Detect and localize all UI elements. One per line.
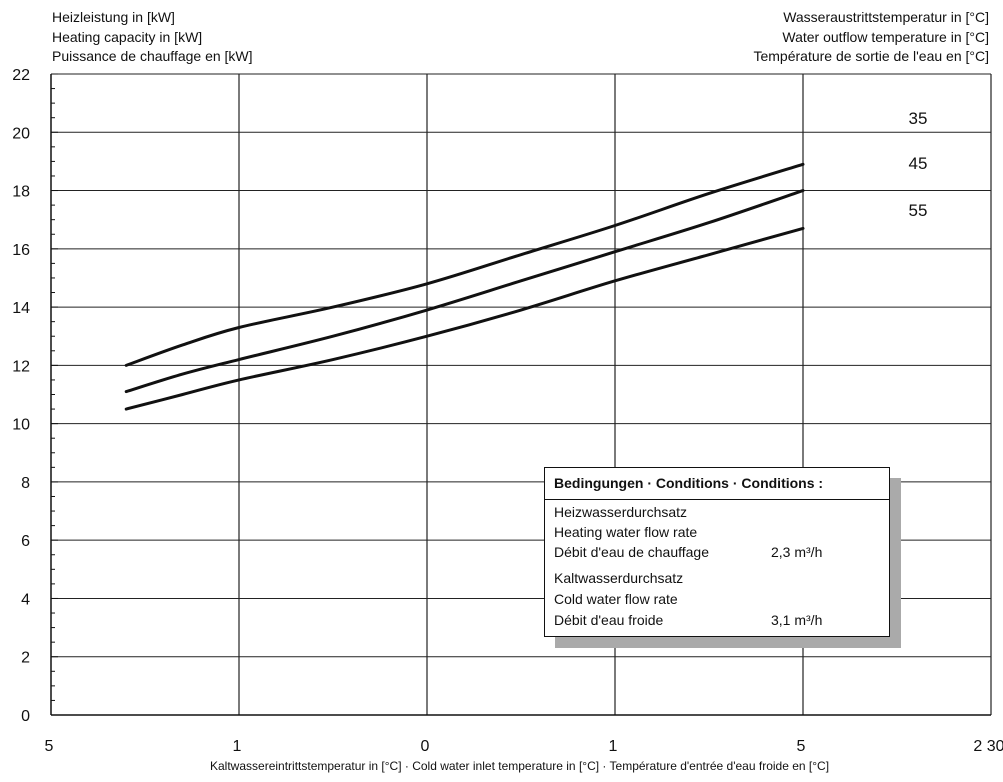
series-line bbox=[124, 162, 805, 367]
y-axis-title-line: Heizleistung in [kW] bbox=[52, 9, 175, 25]
cold-flow-label: Débit d'eau froide bbox=[554, 612, 664, 628]
y-axis-title-line: Puissance de chauffage en [kW] bbox=[52, 48, 253, 64]
conditions-box: Bedingungen · Conditions · Conditions : … bbox=[544, 467, 890, 637]
y-tick-label: 20 bbox=[12, 125, 30, 142]
cold-flow-label: Kaltwasserdurchsatz bbox=[554, 570, 684, 586]
x-tick-label: 1 bbox=[609, 738, 618, 755]
series-label: 35 bbox=[909, 109, 928, 128]
heating-flow-value: 2,3 m³/h bbox=[771, 544, 823, 560]
y-tick-label: 16 bbox=[12, 242, 30, 259]
heating-flow-label: Heizwasserdurchsatz bbox=[554, 504, 688, 520]
series-line bbox=[124, 226, 805, 411]
series-line bbox=[124, 189, 805, 394]
series-label: 45 bbox=[909, 154, 928, 173]
x-tick-label: 2 30 bbox=[973, 738, 1003, 755]
heating-flow-label: Débit d'eau de chauffage bbox=[554, 544, 709, 560]
x-tick-label: 5 bbox=[45, 738, 54, 755]
y-tick-label: 22 bbox=[12, 67, 30, 84]
x-tick-label: 0 bbox=[421, 738, 430, 755]
x-tick-label: 5 bbox=[797, 738, 806, 755]
y-tick-label: 10 bbox=[12, 417, 30, 434]
y-axis-title-line: Heating capacity in [kW] bbox=[52, 28, 203, 45]
y-tick-label: 14 bbox=[12, 300, 30, 317]
legend-title: Wasseraustrittstemperatur in [°C] Water … bbox=[753, 8, 989, 67]
heating-flow-label: Heating water flow rate bbox=[554, 524, 698, 540]
series-layer bbox=[124, 162, 805, 411]
legend-title-line: Wasseraustrittstemperatur in [°C] bbox=[783, 9, 989, 25]
x-axis-label: Kaltwassereintrittstemperatur in [°C] · … bbox=[210, 759, 830, 773]
y-tick-label: 6 bbox=[21, 533, 30, 550]
cold-flow-value: 3,1 m³/h bbox=[771, 612, 823, 628]
x-tick-label: 1 bbox=[233, 738, 242, 755]
y-tick-label: 2 bbox=[21, 650, 30, 667]
y-tick-label: 4 bbox=[21, 591, 30, 608]
axis-layer bbox=[50, 73, 991, 716]
legend-title-line: Water outflow temperature in [°C] bbox=[782, 28, 989, 45]
y-tick-label: 18 bbox=[12, 184, 30, 201]
y-tick-label: 12 bbox=[12, 358, 30, 375]
y-axis-title: Heizleistung in [kW] Heating capacity in… bbox=[52, 8, 253, 67]
series-label: 55 bbox=[909, 201, 928, 220]
conditions-title: Bedingungen · Conditions · Conditions : bbox=[554, 475, 824, 491]
conditions-divider bbox=[545, 499, 889, 500]
y-tick-label: 0 bbox=[21, 708, 30, 725]
legend-title-line: Température de sortie de l'eau en [°C] bbox=[753, 48, 989, 64]
y-tick-label: 8 bbox=[21, 475, 30, 492]
cold-flow-label: Cold water flow rate bbox=[554, 591, 678, 607]
